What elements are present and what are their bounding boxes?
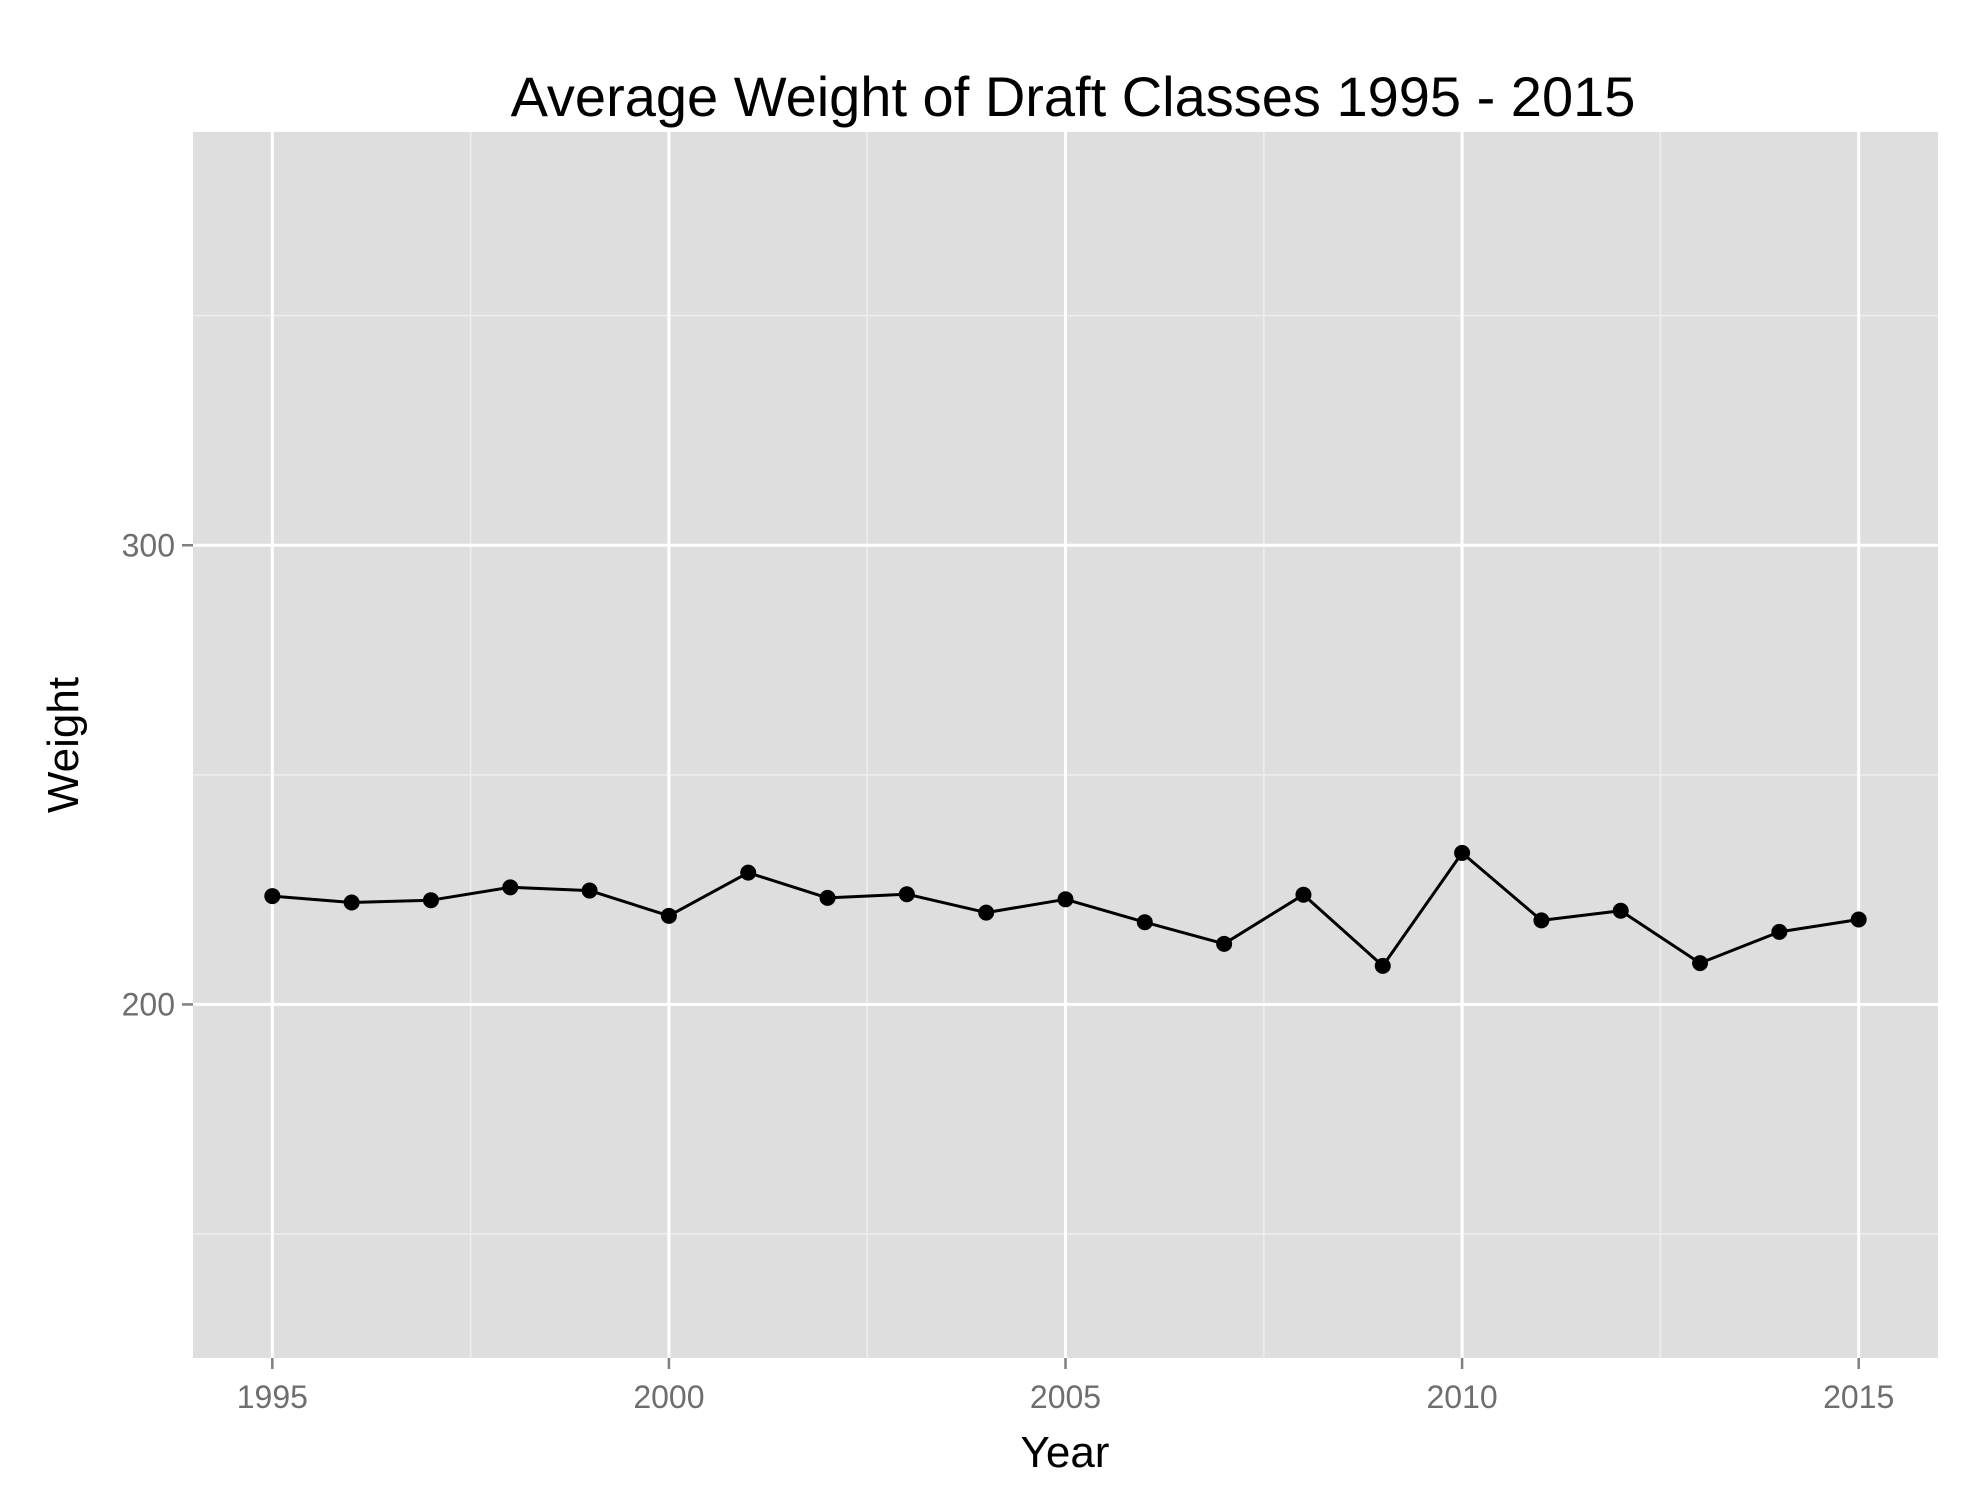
y-axis: 200 300	[122, 527, 193, 1022]
x-tick-label: 2010	[1426, 1379, 1497, 1415]
major-gridlines	[193, 132, 1938, 1358]
data-point	[1057, 891, 1074, 908]
y-axis-title: Weight	[39, 677, 88, 813]
data-point	[422, 892, 439, 909]
data-point	[343, 894, 360, 911]
data-point	[502, 879, 519, 896]
data-point	[1136, 914, 1153, 931]
y-tick-label: 300	[122, 527, 175, 563]
data-point	[1374, 957, 1391, 974]
data-point	[1850, 911, 1867, 928]
data-point	[1216, 935, 1233, 952]
data-point	[1454, 844, 1471, 861]
x-tick-label: 2005	[1030, 1379, 1101, 1415]
data-point	[264, 888, 281, 905]
x-tick-label: 1995	[237, 1379, 308, 1415]
data-point	[898, 886, 915, 903]
data-point	[740, 864, 757, 881]
data-point	[1612, 902, 1629, 919]
data-point	[978, 904, 995, 921]
x-axis: 1995 2000 2005 2010 2015	[237, 1358, 1894, 1415]
data-series	[264, 844, 1867, 974]
data-point	[581, 882, 598, 899]
x-tick-label: 2015	[1823, 1379, 1894, 1415]
x-axis-title: Year	[1021, 1428, 1110, 1477]
data-point	[1692, 955, 1709, 972]
data-point	[660, 907, 677, 924]
data-point	[819, 889, 836, 906]
chart-title: Average Weight of Draft Classes 1995 - 2…	[511, 65, 1636, 128]
y-tick-label: 200	[122, 986, 175, 1022]
data-point	[1533, 912, 1550, 929]
data-point	[1771, 923, 1788, 940]
data-point	[1295, 886, 1312, 903]
x-tick-label: 2000	[633, 1379, 704, 1415]
